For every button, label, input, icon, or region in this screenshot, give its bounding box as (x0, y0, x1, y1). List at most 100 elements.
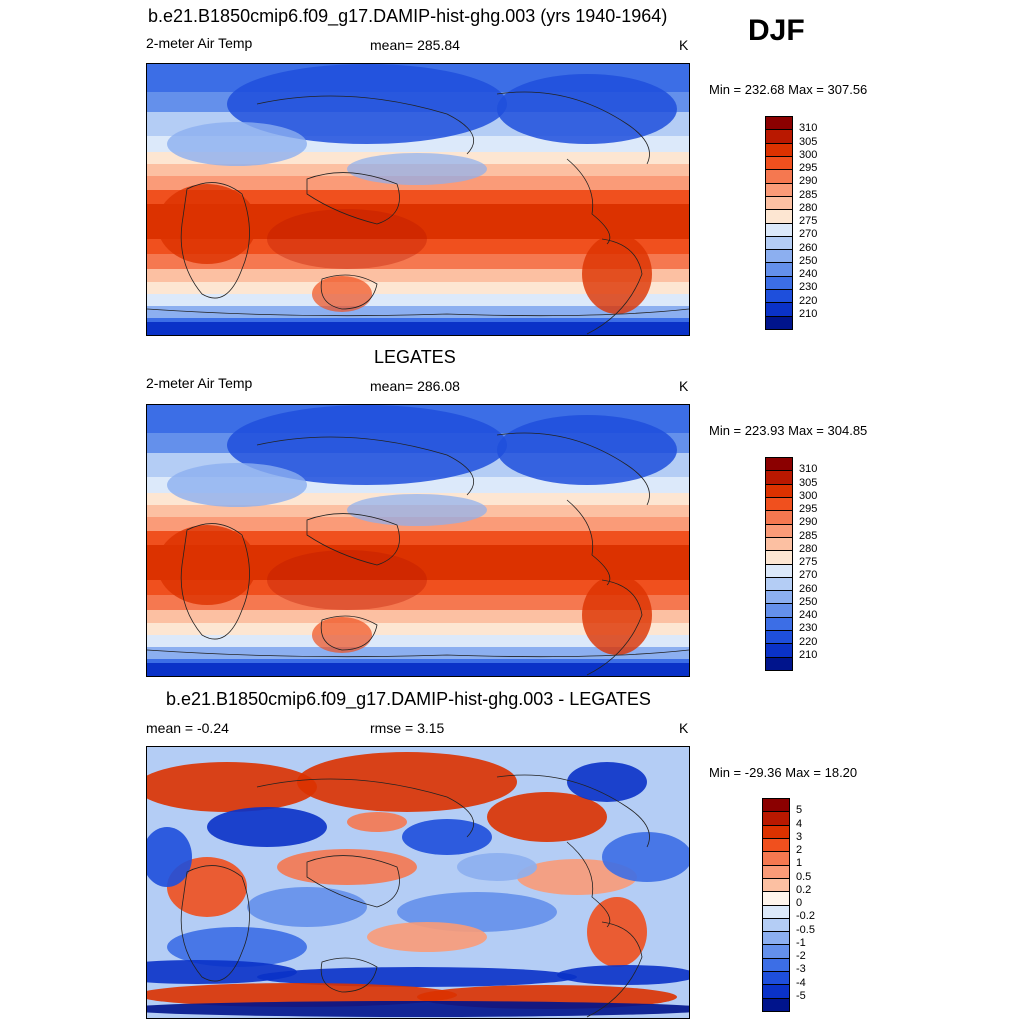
colorbar-label-1: 280 (799, 201, 818, 214)
colorbar-swatch (766, 250, 792, 264)
colorbar-swatch (763, 958, 789, 973)
season-label: DJF (748, 14, 805, 47)
panel-1-title: b.e21.B1850cmip6.f09_g17.DAMIP-hist-ghg.… (148, 6, 668, 26)
colorbar-swatch (763, 945, 789, 959)
colorbar-label-1: 290 (799, 175, 818, 188)
colorbar-swatch (766, 196, 792, 211)
colorbar-label-2: 220 (799, 635, 818, 648)
colorbar-swatch (763, 825, 789, 839)
colorbar-label-1: 240 (799, 268, 818, 280)
colorbar-label-1: 220 (799, 294, 818, 307)
colorbar-label-3: 1 (796, 857, 803, 870)
panel-2-title: LEGATES (374, 347, 456, 367)
colorbar-swatch (766, 290, 792, 304)
panel-3-colorbar (762, 798, 790, 1012)
colorbar-swatch (766, 471, 792, 485)
colorbar-swatch (766, 223, 792, 237)
colorbar-label-3: -2 (796, 950, 806, 962)
colorbar-label-2: 230 (799, 622, 818, 635)
colorbar-swatch (766, 617, 792, 632)
colorbar-swatch (763, 905, 789, 919)
colorbar-label-1: 210 (799, 307, 818, 320)
colorbar-label-1: 285 (799, 188, 818, 201)
colorbar-label-3: 2 (796, 844, 803, 856)
colorbar-swatch (766, 170, 792, 184)
panel-2-variable: 2-meter Air Temp (146, 375, 253, 391)
panel-1-variable: 2-meter Air Temp (146, 35, 253, 51)
panel-3-mean: mean = -0.24 (146, 720, 229, 736)
colorbar-label-2: 240 (799, 609, 818, 621)
panel-1-units: K (679, 37, 689, 53)
colorbar-swatch (766, 631, 792, 645)
colorbar-label-1: 310 (799, 122, 818, 135)
colorbar-label-2: 305 (799, 476, 818, 489)
colorbar-label-1: 270 (799, 228, 818, 241)
colorbar-label-3: -4 (796, 976, 806, 989)
colorbar-swatch (763, 799, 789, 813)
colorbar-swatch (766, 577, 792, 592)
colorbar-swatch (766, 130, 792, 144)
panel-2-colorbar (765, 457, 793, 671)
colorbar-swatch (766, 591, 792, 605)
colorbar-swatch (766, 524, 792, 538)
colorbar-label-2: 270 (799, 569, 818, 582)
colorbar-swatch (766, 316, 792, 329)
colorbar-label-3: 5 (796, 804, 803, 817)
panel-1-map (146, 63, 690, 336)
colorbar-label-1: 300 (799, 148, 818, 161)
colorbar-label-2: 280 (799, 542, 818, 555)
panel-3-title: b.e21.B1850cmip6.f09_g17.DAMIP-hist-ghg.… (166, 689, 651, 709)
colorbar-label-2: 260 (799, 582, 818, 595)
colorbar-label-3: 0.2 (796, 883, 812, 896)
colorbar-label-2: 250 (799, 595, 818, 608)
colorbar-swatch (766, 484, 792, 498)
colorbar-swatch (766, 497, 792, 512)
colorbar-label-3: 4 (796, 817, 803, 830)
colorbar-swatch (763, 852, 789, 866)
colorbar-swatch (763, 972, 789, 986)
panel-3-units: K (679, 720, 689, 736)
panel-3-map (146, 746, 690, 1019)
colorbar-swatch (766, 276, 792, 291)
panel-2-minmax: Min = 223.93 Max = 304.85 (709, 423, 868, 438)
panel-1-minmax: Min = 232.68 Max = 307.56 (709, 82, 868, 97)
colorbar-swatch (766, 458, 792, 472)
colorbar-swatch (763, 985, 789, 999)
colorbar-label-3: -0.5 (796, 923, 815, 936)
colorbar-swatch (763, 865, 789, 879)
colorbar-swatch (766, 564, 792, 578)
colorbar-label-1: 305 (799, 135, 818, 148)
colorbar-label-3: -1 (796, 936, 806, 949)
colorbar-swatch (766, 551, 792, 565)
colorbar-swatch (766, 657, 792, 670)
colorbar-label-1: 230 (799, 281, 818, 294)
colorbar-label-2: 300 (799, 489, 818, 502)
colorbar-swatch (766, 143, 792, 157)
colorbar-swatch (766, 210, 792, 224)
colorbar-label-2: 210 (799, 648, 818, 661)
colorbar-label-1: 295 (799, 162, 818, 174)
colorbar-label-3: 3 (796, 830, 803, 843)
colorbar-label-3: -5 (796, 989, 806, 1002)
colorbar-label-2: 285 (799, 529, 818, 542)
colorbar-swatch (766, 644, 792, 658)
colorbar-swatch (766, 236, 792, 251)
colorbar-label-1: 250 (799, 254, 818, 267)
colorbar-swatch (766, 604, 792, 618)
colorbar-label-1: 275 (799, 215, 818, 227)
colorbar-swatch (763, 878, 789, 893)
colorbar-swatch (763, 998, 789, 1011)
panel-3-rmse: rmse = 3.15 (370, 720, 445, 736)
colorbar-label-3: 0.5 (796, 870, 812, 883)
colorbar-swatch (766, 156, 792, 171)
colorbar-swatch (766, 303, 792, 317)
colorbar-swatch (766, 117, 792, 131)
colorbar-label-2: 290 (799, 516, 818, 529)
colorbar-swatch (763, 812, 789, 826)
colorbar-label-2: 310 (799, 463, 818, 476)
panel-1-mean: mean= 285.84 (370, 37, 460, 53)
colorbar-swatch (763, 918, 789, 933)
colorbar-swatch (763, 838, 789, 853)
panel-2-units: K (679, 378, 689, 394)
colorbar-label-3: -3 (796, 963, 806, 976)
